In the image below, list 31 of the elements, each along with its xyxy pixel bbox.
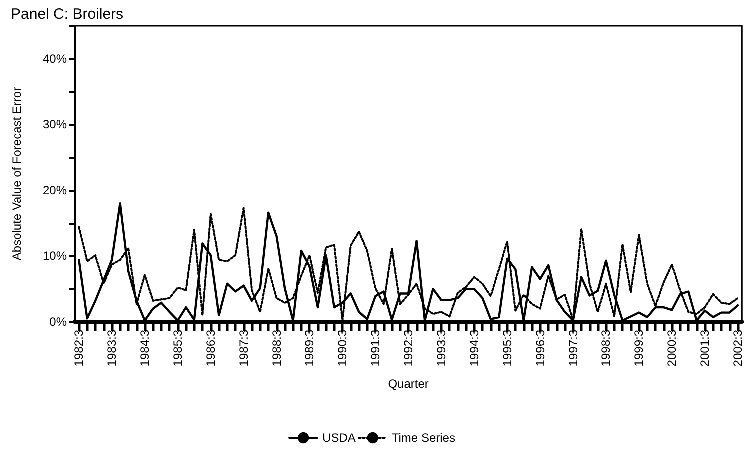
x-tick-label: 2000:3	[665, 330, 680, 367]
legend-label: USDA	[322, 431, 356, 445]
x-axis-title: Quarter	[388, 377, 429, 391]
x-tick-label: 1995:3	[500, 330, 514, 367]
x-tick-label: 1988:3	[270, 330, 284, 367]
x-tick-label: 1994:3	[467, 330, 482, 367]
y-tick-label: 0%	[50, 315, 68, 329]
x-tick-label: 1991:3	[368, 330, 383, 367]
x-tick-label: 2001:3	[698, 330, 712, 367]
x-tick-label: 1983:3	[105, 330, 120, 367]
y-tick-label: 20%	[42, 183, 68, 198]
x-tick-label: 2002:3	[731, 330, 744, 367]
x-tick-label: 1992:3	[402, 330, 416, 367]
y-tick-label: 10%	[42, 249, 68, 264]
x-tick-label: 1999:3	[632, 330, 646, 367]
x-tick-label: 1990:3	[336, 330, 350, 367]
x-tick-label: 1986:3	[204, 330, 218, 367]
x-tick-label: 1984:3	[138, 330, 152, 367]
y-tick-label: 40%	[42, 52, 68, 66]
chart-title: Panel C: Broilers	[11, 6, 124, 23]
x-tick-label: 1993:3	[434, 330, 449, 367]
x-tick-label: 1998:3	[599, 330, 614, 367]
y-tick-label: 30%	[42, 118, 68, 132]
x-tick-label: 1987:3	[236, 330, 251, 367]
x-tick-label: 1989:3	[302, 330, 317, 367]
x-tick-label: 1982:3	[72, 330, 86, 367]
y-axis-title: Absolute Value of Forecast Error	[10, 87, 24, 261]
x-tick-label: 1996:3	[533, 330, 548, 367]
x-tick-label: 1985:3	[170, 330, 185, 367]
legend-label: Time Series	[392, 431, 456, 445]
x-tick-label: 1997:3	[566, 330, 580, 367]
